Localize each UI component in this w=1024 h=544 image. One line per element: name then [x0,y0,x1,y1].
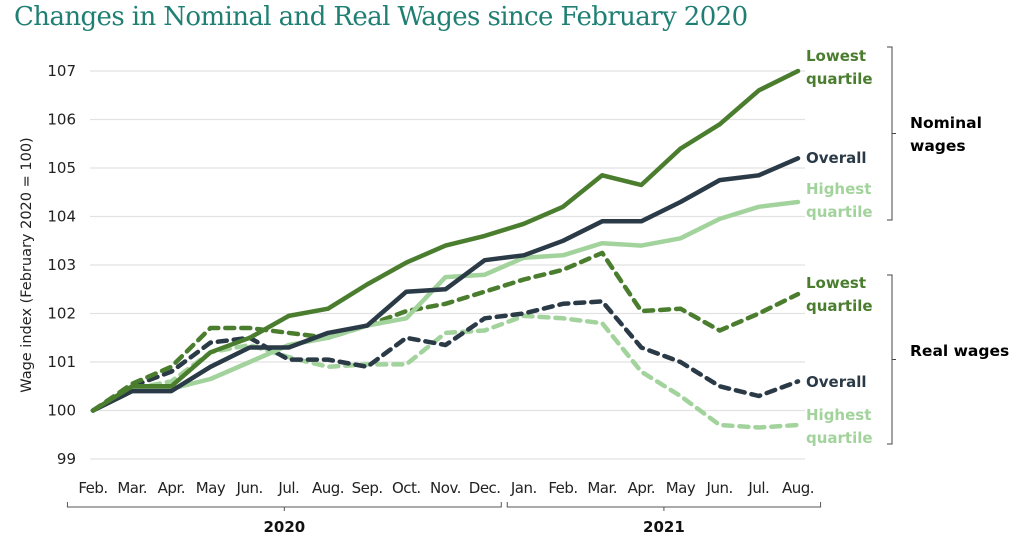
series-end-label: Lowest [806,47,866,65]
series-end-label: Overall [806,373,867,391]
x-tick-label: May [666,479,696,497]
year-label: 2021 [643,518,685,536]
y-tick-label: 101 [47,353,76,371]
x-tick-label: Feb. [78,479,107,497]
group-brackets: Nominal wages Real wages [887,46,1009,445]
y-tick-label: 102 [47,305,76,323]
year-bracket [506,502,822,511]
x-tick-label: Oct. [392,479,421,497]
year-label: 2020 [263,518,305,536]
x-tick-label: Aug. [312,479,344,497]
x-tick-label: Dec. [469,479,501,497]
x-tick-label: Jan. [510,479,537,497]
y-tick-label: 105 [47,159,76,177]
series-end-label: Highest [806,406,871,424]
x-tick-label: Jun. [706,479,733,497]
x-tick-label: Feb. [548,479,577,497]
x-tick-label: Aug. [782,479,814,497]
series-line-real-overall [90,299,801,413]
y-tick-label: 106 [47,111,76,129]
x-tick-label: Mar. [117,479,147,497]
series-end-label: Overall [806,149,867,167]
y-axis-ticks: 99 100 101 102 103 104 105 106 107 [47,62,76,468]
x-tick-label: Apr. [628,479,655,497]
group-label: Real wages [910,342,1009,360]
year-bracket [66,502,502,511]
series-line-nominal-highest-quartile [90,199,801,413]
y-tick-label: 103 [47,256,76,274]
series-labels: Lowest quartile Overall Highest quartile Lowe… [806,47,873,447]
y-tick-label: 104 [47,208,76,226]
series-end-label: quartile [806,203,873,221]
group-bracket [887,46,896,221]
y-tick-label: 107 [47,62,76,80]
group-label: wages [910,137,966,155]
series-line-nominal-overall [90,156,801,413]
series-line-real-lowest-quartile [90,250,801,413]
chart-title: Changes in Nominal and Real Wages since … [14,2,748,32]
y-axis-label: Wage index (February 2020 = 100) [19,137,35,392]
year-brackets: 2020 2021 [66,502,822,536]
x-tick-label: Mar. [587,479,617,497]
x-tick-label: Jul. [747,479,769,497]
series-end-label: Lowest [806,274,866,292]
x-tick-label: May [196,479,226,497]
x-tick-label: Jul. [277,479,299,497]
group-label: Nominal [910,114,982,132]
group-bracket [887,274,896,445]
series-end-label: Highest [806,180,871,198]
series-line-nominal-lowest-quartile [90,68,801,413]
series-end-label: quartile [806,297,873,315]
x-tick-label: Sep. [352,479,383,497]
x-tick-label: Jun. [236,479,263,497]
x-tick-label: Apr. [158,479,185,497]
series-end-label: quartile [806,70,873,88]
x-tick-label: Nov. [430,479,461,497]
y-tick-label: 100 [47,402,76,420]
x-axis-ticks: Feb. Mar. Apr. May Jun. Jul. Aug. Sep. Oct. Nov. D… [78,479,814,497]
series-end-label: quartile [806,429,873,447]
y-tick-label: 99 [57,450,76,468]
series-lines [90,68,801,430]
gridlines [90,70,805,460]
